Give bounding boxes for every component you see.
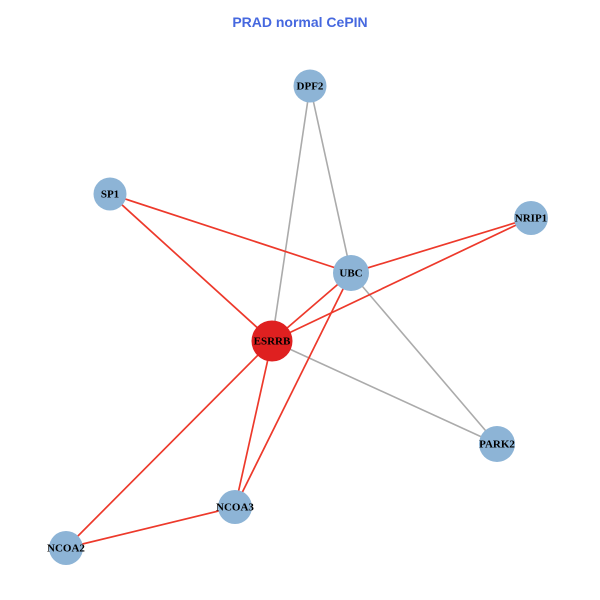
edge-dpf2-esrrb	[271, 85, 311, 342]
node-nrip1: NRIP1	[514, 201, 548, 235]
node-esrrb: ESRRB	[251, 320, 293, 362]
node-label-dpf2: DPF2	[297, 81, 324, 93]
node-ubc: UBC	[333, 255, 369, 291]
node-label-ncoa3: NCOA3	[216, 502, 254, 514]
node-ncoa2: NCOA2	[47, 531, 85, 565]
node-circle-nrip1	[514, 201, 548, 235]
node-circle-sp1	[93, 177, 127, 211]
node-circle-ncoa2	[49, 531, 83, 565]
edge-esrrb-park2	[271, 340, 498, 445]
node-sp1: SP1	[93, 177, 127, 211]
node-label-esrrb: ESRRB	[254, 336, 291, 348]
node-ncoa3: NCOA3	[216, 490, 254, 524]
node-label-park2: PARK2	[479, 439, 515, 451]
plot-title: PRAD normal CePIN	[232, 14, 367, 30]
edges-layer	[65, 85, 532, 549]
node-circle-ncoa3	[218, 490, 252, 524]
node-label-ncoa2: NCOA2	[47, 543, 85, 555]
node-dpf2: DPF2	[293, 69, 327, 103]
node-label-nrip1: NRIP1	[515, 213, 547, 225]
edge-nrip1-esrrb	[271, 217, 532, 342]
node-circle-ubc	[333, 255, 369, 291]
nodes-layer: DPF2 SP1 NRIP1 UBC ESRRB PARK2 NCOA3 NCOA2	[47, 69, 548, 565]
node-circle-dpf2	[293, 69, 327, 103]
node-circle-esrrb	[251, 320, 293, 362]
edge-esrrb-ncoa2	[65, 340, 273, 549]
node-park2: PARK2	[479, 426, 515, 462]
edge-esrrb-ncoa3	[234, 340, 273, 508]
node-circle-park2	[479, 426, 515, 462]
edge-dpf2-ubc	[309, 85, 352, 274]
edge-sp1-ubc	[109, 193, 352, 274]
node-label-sp1: SP1	[101, 189, 119, 201]
node-label-ubc: UBC	[339, 268, 362, 280]
edge-ubc-ncoa3	[234, 272, 352, 508]
edge-sp1-esrrb	[109, 193, 273, 342]
edge-ncoa3-ncoa2	[65, 506, 236, 549]
edge-ubc-park2	[350, 272, 498, 445]
edge-nrip1-ubc	[350, 217, 532, 274]
